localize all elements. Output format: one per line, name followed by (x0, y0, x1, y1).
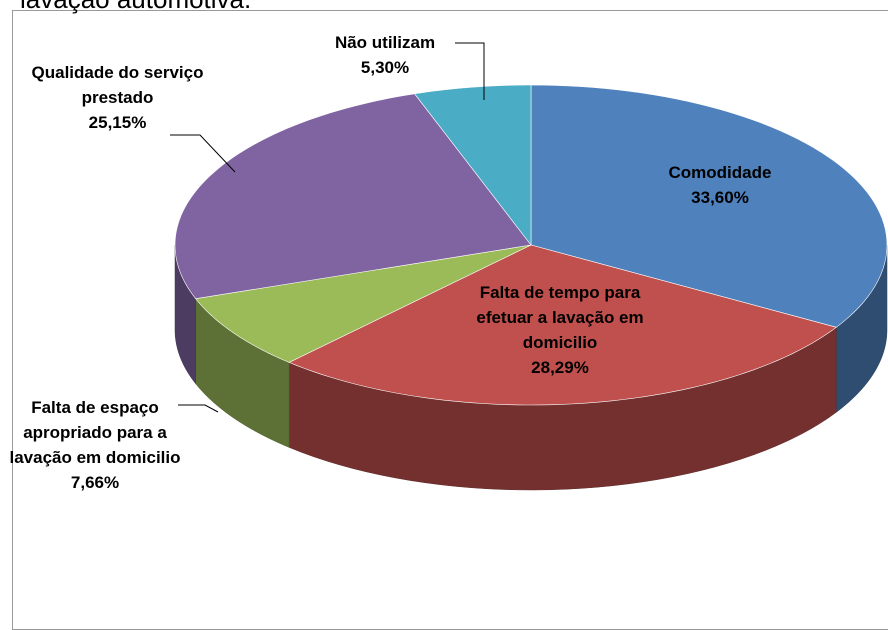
leader-line (178, 404, 219, 413)
slice-label: Falta de tempo para efetuar a lavação em… (470, 280, 650, 380)
value-label: 33,60% (691, 188, 749, 207)
category-label: Falta de tempo para efetuar a lavação em… (476, 283, 644, 352)
category-label: Qualidade do serviço prestado (31, 63, 204, 107)
value-label: 28,29% (531, 358, 589, 377)
value-label: 25,15% (88, 113, 147, 132)
slice-label: Comodidade 33,60% (640, 160, 800, 210)
category-label: Não utilizam (334, 33, 436, 52)
chart (170, 42, 888, 491)
category-label: Falta de espaço apropriado para a lavaçã… (9, 398, 181, 467)
slice (195, 244, 532, 363)
chart-title: lavação automotiva. (20, 0, 251, 15)
slice (530, 84, 888, 328)
slice (174, 93, 532, 300)
slice (414, 84, 532, 246)
slice (288, 244, 837, 406)
slice-label: Não utilizam 5,30% (310, 30, 460, 80)
slice-label: Falta de espaço apropriado para a lavaçã… (5, 395, 185, 495)
slice-label: Qualidade do serviço prestado 25,15% (30, 60, 205, 135)
leader-line (455, 42, 485, 100)
page: lavação automotiva. Comodidade 33,60% Fal… (5, 0, 888, 630)
leader-line (170, 134, 236, 173)
value-label: 7,66% (70, 473, 120, 492)
value-label: 5,30% (360, 58, 410, 77)
category-label: Comodidade (668, 163, 772, 182)
